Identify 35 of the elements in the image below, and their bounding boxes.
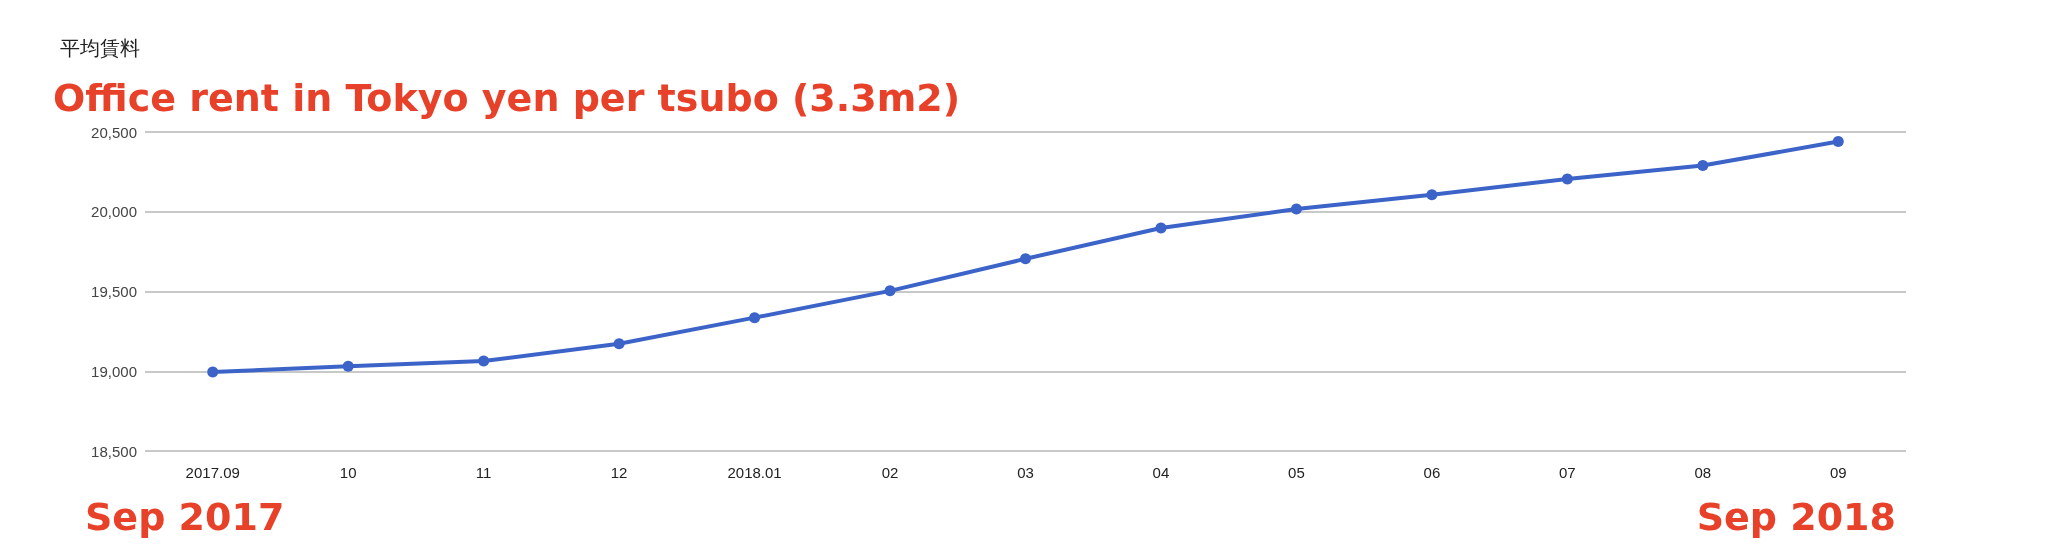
text: Sep 2018 (1696, 495, 1897, 539)
x-tick-label: 07 (1559, 464, 1576, 481)
point (478, 355, 490, 367)
y-tick-label: 20,500 (91, 123, 137, 141)
point (884, 285, 896, 297)
point (749, 312, 761, 324)
y-tick-label: 19,000 (91, 362, 137, 380)
chart-title: Office rent in Tokyo yen per tsubo (3.3m2) (53, 76, 961, 120)
x-tick-label: 04 (1152, 464, 1170, 481)
point (1561, 173, 1573, 185)
x-tick-label: 08 (1694, 464, 1712, 481)
point (207, 366, 219, 378)
x-tick-label: 05 (1288, 464, 1305, 481)
x-tick-label: 10 (339, 464, 357, 481)
x-tick-label: 02 (881, 464, 899, 481)
x-tick-label: 11 (475, 464, 492, 481)
x-tick-label: 2018.01 (727, 464, 782, 481)
point (613, 338, 625, 350)
y-tick-label: 18,500 (91, 442, 137, 460)
point (342, 360, 354, 372)
x-tick-label: 2017.09 (185, 464, 240, 481)
point (1290, 203, 1302, 215)
y-axis-title: 平均賃料 (60, 36, 140, 60)
text: Sep 2017 (85, 495, 285, 539)
point (1155, 222, 1167, 234)
point (1020, 253, 1031, 265)
point (1426, 189, 1438, 201)
x-tick-label: 06 (1423, 464, 1441, 481)
point (1697, 160, 1709, 171)
y-tick-label: 19,500 (91, 283, 137, 300)
x-tick-label: 12 (610, 464, 628, 481)
x-tick-label: 09 (1829, 464, 1847, 481)
x-tick-label: 03 (1017, 464, 1034, 481)
y-tick-label: 20,000 (91, 203, 137, 221)
point (1832, 136, 1844, 148)
